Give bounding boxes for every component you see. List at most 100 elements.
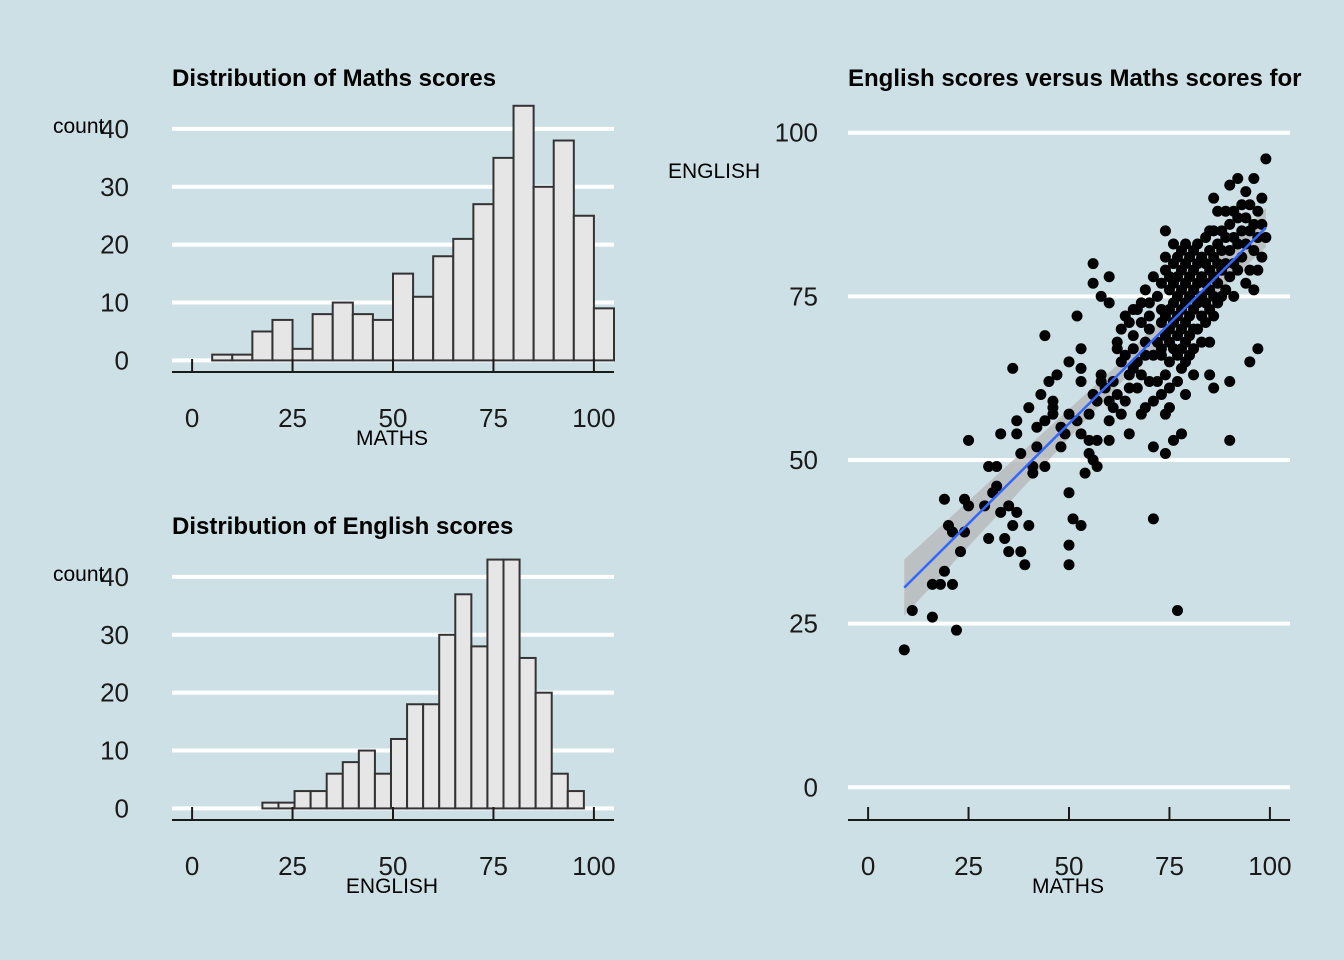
english-histogram-bars (261, 558, 585, 810)
scatter-point-5 (938, 565, 950, 577)
y-tick-label-40: 40 (100, 114, 129, 144)
scatter-point-272 (1260, 231, 1272, 243)
histogram-bar-1 (231, 353, 254, 362)
maths-histogram-panel: Distribution of Maths scores 0 10 20 30 40 0… (53, 65, 616, 450)
scatter-point-128 (1155, 389, 1167, 401)
histogram-bar-14 (492, 156, 515, 362)
scatter-point-35 (1023, 519, 1035, 531)
scatter-point-249 (1232, 173, 1244, 185)
scatter-point-264 (1248, 173, 1260, 185)
scatter-point-114 (1139, 349, 1151, 361)
y-tick-label-20: 20 (100, 230, 129, 260)
scatter-point-82 (1103, 297, 1115, 309)
scatter-point-247 (1232, 238, 1244, 250)
scatter-point-173 (1180, 389, 1192, 401)
scatter-point-263 (1248, 218, 1260, 230)
scatter-point-36 (1023, 402, 1035, 414)
x-tick-label-0: 0 (185, 851, 199, 881)
scatter-point-31 (1011, 428, 1023, 440)
scatter-point-142 (1163, 402, 1175, 414)
scatter-point-24 (995, 428, 1007, 440)
histogram-bar-16 (518, 656, 537, 810)
scatter-point-65 (1071, 310, 1083, 322)
scatter-point-256 (1240, 186, 1252, 198)
scatter-point-72 (1087, 277, 1099, 289)
scatter-point-136 (1159, 369, 1171, 381)
scatter-point-111 (1135, 297, 1147, 309)
scatter-point-210 (1204, 336, 1216, 348)
scatter-point-2 (926, 611, 938, 623)
scatter-point-216 (1208, 382, 1220, 394)
histogram-bar-18 (572, 214, 595, 362)
x-tick-label-100: 100 (1248, 851, 1291, 881)
scatter-point-156 (1167, 238, 1179, 250)
histogram-bar-17 (534, 691, 553, 810)
scatter-point-258 (1244, 264, 1256, 276)
histogram-bar-4 (325, 772, 344, 810)
scatter-point-255 (1240, 212, 1252, 224)
scatter-point-261 (1248, 284, 1260, 296)
histogram-bar-2 (293, 790, 312, 810)
x-tick-label-50: 50 (379, 403, 408, 433)
scatter-point-270 (1256, 218, 1268, 230)
scatter-point-241 (1224, 179, 1236, 191)
histogram-bar-15 (502, 558, 521, 810)
scatter-point-221 (1208, 225, 1220, 237)
scatter-point-53 (1063, 356, 1075, 368)
scatter-point-158 (1171, 375, 1183, 387)
scatter-point-242 (1228, 290, 1240, 302)
scatter-point-144 (1163, 356, 1175, 368)
scatter-point-108 (1135, 317, 1147, 329)
scatter-point-49 (1051, 369, 1063, 381)
scatter-point-54 (1063, 487, 1075, 499)
english-histogram-x-axis: 0 25 50 75 100 (172, 807, 616, 881)
scatter-point-101 (1127, 330, 1139, 342)
scatter-point-110 (1135, 369, 1147, 381)
scatter-point-113 (1139, 284, 1151, 296)
x-tick-label-100: 100 (572, 403, 615, 433)
scatter-point-0 (898, 644, 910, 656)
scatter-point-3 (926, 578, 938, 590)
histogram-bar-16 (532, 185, 555, 362)
scatter-point-34 (1019, 559, 1031, 571)
scatter-point-38 (1027, 467, 1039, 479)
histogram-bar-8 (389, 737, 409, 810)
histogram-bar-8 (371, 318, 394, 362)
histogram-bar-5 (311, 313, 334, 362)
scatter-point-194 (1192, 323, 1204, 335)
scatter-point-95 (1119, 349, 1131, 361)
scatter-point-75 (1091, 461, 1103, 473)
scatter-point-14 (963, 434, 975, 446)
scatter-point-33 (1015, 447, 1027, 459)
scatter-point-124 (1147, 271, 1159, 283)
y-tick-label-20: 20 (100, 678, 129, 708)
maths-histogram-bars (211, 104, 616, 362)
scatter-point-204 (1200, 317, 1212, 329)
scatter-point-87 (1107, 402, 1119, 414)
scatter-point-122 (1147, 441, 1159, 453)
scatter-point-217 (1208, 310, 1220, 322)
histogram-bar-0 (261, 801, 280, 810)
y-tick-label-10: 10 (100, 736, 129, 766)
scatter-gridlines: 0 25 50 75 100 (775, 118, 1290, 802)
scatter-point-252 (1236, 199, 1248, 211)
histogram-bar-12 (452, 237, 475, 362)
scatter-point-43 (1039, 330, 1051, 342)
histogram-bar-10 (422, 703, 441, 810)
x-tick-label-50: 50 (379, 851, 408, 881)
scatter-point-4 (934, 578, 946, 590)
scatter-point-92 (1115, 323, 1127, 335)
histogram-bar-7 (351, 313, 374, 362)
scatter-point-246 (1232, 264, 1244, 276)
scatter-point-94 (1119, 395, 1131, 407)
y-tick-label-100: 100 (775, 118, 818, 148)
scatter-point-222 (1208, 192, 1220, 204)
histogram-bar-7 (373, 772, 392, 810)
scatter-point-140 (1159, 251, 1171, 263)
x-tick-label-75: 75 (479, 403, 508, 433)
histogram-bar-9 (392, 272, 415, 362)
scatter-point-77 (1095, 290, 1107, 302)
scatter-point-16 (979, 500, 991, 512)
scatter-point-127 (1151, 375, 1163, 387)
scatter-point-39 (1031, 441, 1043, 453)
